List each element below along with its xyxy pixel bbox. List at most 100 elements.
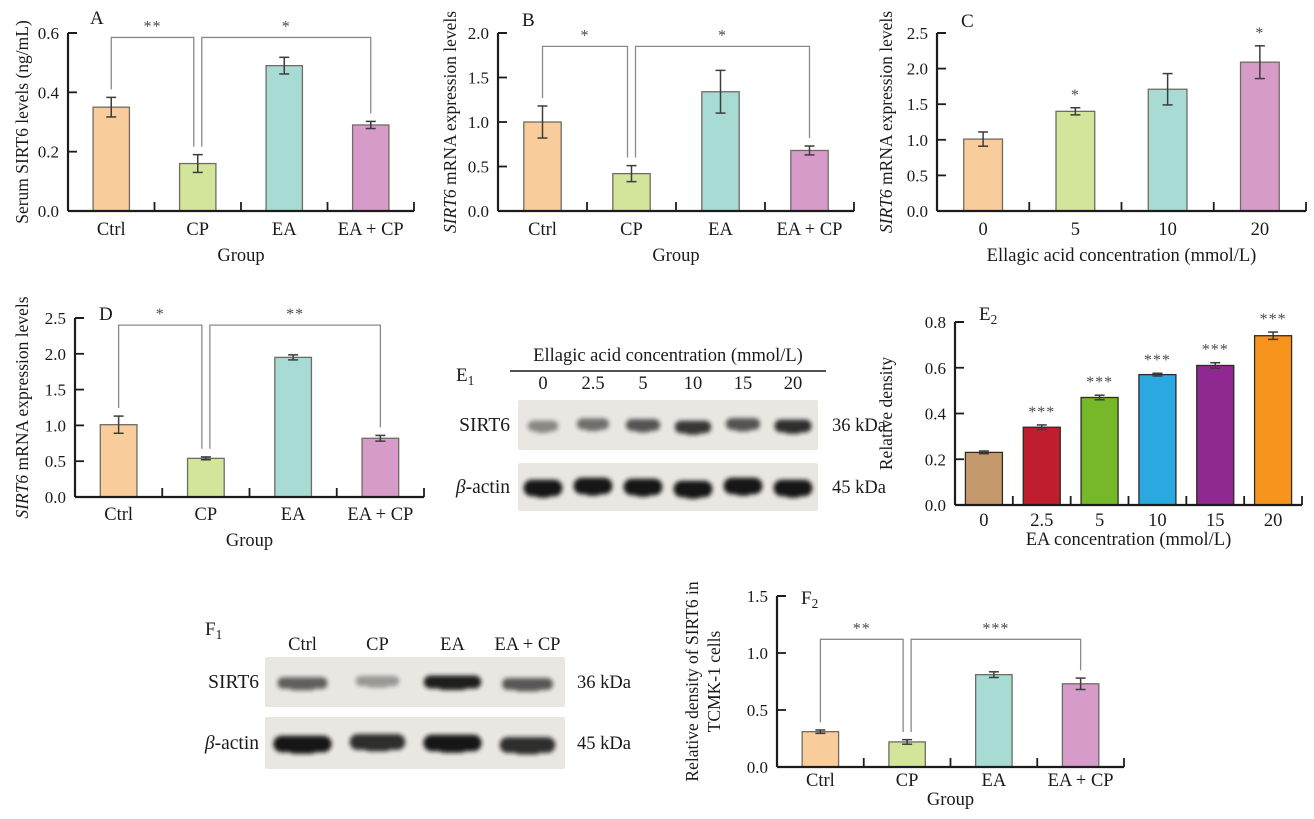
y-tick-label: 2.0 bbox=[468, 24, 489, 43]
lane-label: 5 bbox=[638, 374, 647, 394]
x-axis-label: Ellagic acid concentration (mmol/L) bbox=[987, 246, 1257, 266]
sig-bracket-stars: *** bbox=[982, 620, 1009, 637]
sig-bracket bbox=[201, 36, 372, 147]
x-category-label: CP bbox=[186, 220, 209, 240]
x-category-label: Ctrl bbox=[806, 771, 835, 791]
error-bar bbox=[988, 671, 999, 679]
blot-band bbox=[773, 479, 813, 498]
error-bar bbox=[1152, 372, 1163, 377]
panel-d-mrna-chart: * ** 0.0 0.5 1.0 1.5 2.0 2.5 Ctrl CP EA EA + CP Grou… bbox=[8, 282, 442, 554]
y-tick-label: 0.0 bbox=[38, 202, 59, 221]
kda-label: 36 kDa bbox=[577, 673, 631, 693]
x-axis-label: Group bbox=[652, 246, 699, 266]
blot-band bbox=[725, 418, 761, 432]
blot-band bbox=[774, 419, 812, 434]
panel-label: F1 bbox=[205, 619, 222, 642]
bar-CP bbox=[888, 741, 926, 768]
x-category-label: 2.5 bbox=[1030, 511, 1053, 531]
error-bar bbox=[902, 738, 913, 745]
y-tick-label: 1.0 bbox=[45, 416, 66, 435]
bar-5 bbox=[1055, 110, 1096, 212]
western-blot-svg: Ctrl CP EA EA + CP SIRT6 36 kDa β-actin 45 kDa F… bbox=[204, 619, 631, 769]
y-tick-label: 0.6 bbox=[925, 359, 946, 378]
error-bar bbox=[1075, 677, 1086, 691]
bar-Ctrl bbox=[801, 731, 840, 768]
bar-EA bbox=[975, 674, 1013, 768]
x-axis-label: Group bbox=[226, 531, 273, 551]
error-bar bbox=[1268, 331, 1279, 341]
bar-star: * bbox=[1255, 25, 1264, 42]
y-axis-label: Relative density bbox=[876, 357, 896, 470]
blot-band bbox=[673, 480, 713, 499]
y-tick-label: 0.4 bbox=[38, 83, 60, 102]
error-bar bbox=[365, 120, 376, 130]
panel-label: C bbox=[961, 11, 974, 32]
lane-label: EA bbox=[440, 635, 465, 655]
bar-star: *** bbox=[1202, 342, 1229, 359]
x-category-label: 5 bbox=[1071, 220, 1080, 240]
blot-row-label: β-actin bbox=[455, 477, 510, 498]
lane-label: 20 bbox=[784, 374, 803, 394]
panel-label: F2 bbox=[801, 588, 818, 611]
y-tick-label: 0.0 bbox=[747, 758, 768, 777]
error-bar bbox=[537, 105, 548, 139]
bar-CP bbox=[186, 457, 225, 498]
y-axis-label: SIRT6 mRNA expression levels bbox=[440, 11, 460, 233]
error-bar bbox=[192, 153, 203, 174]
blot-band bbox=[674, 420, 712, 435]
blot-band bbox=[502, 678, 553, 692]
error-bar bbox=[1094, 394, 1105, 401]
bar-star: *** bbox=[1144, 352, 1171, 369]
y-tick-label: 1.5 bbox=[907, 95, 928, 114]
x-category-label: CP bbox=[896, 771, 919, 791]
x-category-label: EA + CP bbox=[777, 220, 843, 240]
kda-label: 45 kDa bbox=[577, 734, 631, 754]
sig-bracket bbox=[541, 45, 629, 158]
x-category-label: EA + CP bbox=[1048, 771, 1114, 791]
blot-band bbox=[499, 737, 556, 755]
kda-label: 36 kDa bbox=[832, 416, 886, 436]
error-bar bbox=[1210, 361, 1221, 369]
panel-label: E1 bbox=[456, 365, 474, 388]
western-blot-svg: Ellagic acid concentration (mmol/L) 0 2.5 5… bbox=[455, 346, 886, 511]
bar-0 bbox=[963, 138, 1004, 212]
blot-band bbox=[349, 734, 406, 752]
sig-bracket-stars: * bbox=[718, 27, 727, 44]
error-bar bbox=[1254, 45, 1265, 80]
sig-bracket-stars: * bbox=[156, 306, 165, 323]
sig-bracket bbox=[110, 36, 195, 147]
panel-b-mrna-chart: * * 0.0 0.5 1.0 1.5 2.0 Ctrl CP EA EA + CP Group SIR… bbox=[436, 2, 870, 272]
y-tick-label: 1.5 bbox=[468, 69, 489, 88]
y-tick-label: 0.0 bbox=[925, 496, 946, 515]
y-axis-label: Serum SIRT6 levels (ng/mL) bbox=[12, 20, 32, 224]
blot-band bbox=[723, 477, 763, 496]
bar-EA + CP bbox=[1061, 683, 1100, 768]
blot-row-label: SIRT6 bbox=[459, 415, 510, 436]
blot-band bbox=[573, 477, 613, 496]
lane-label: 0 bbox=[538, 374, 547, 394]
blot-band bbox=[423, 675, 482, 691]
bar-chart-svg: *** *** *** *** *** 0.0 0.2 0.4 0.6 0.8 0 2.5 5 10 15 2… bbox=[876, 304, 1303, 550]
bar-0 bbox=[964, 451, 1004, 506]
error-bar bbox=[113, 415, 124, 435]
error-bar bbox=[978, 450, 989, 455]
panel-label: B bbox=[522, 10, 535, 31]
bar-5 bbox=[1080, 396, 1119, 506]
blot-band bbox=[423, 734, 482, 753]
panel-a-serum-sirt6-chart: ** * 0.0 0.2 0.4 0.6 Ctrl CP EA EA + CP Group Serum… bbox=[8, 2, 432, 272]
y-axis-label: SIRT6 mRNA expression levels bbox=[876, 11, 896, 233]
bar-Ctrl bbox=[92, 106, 131, 212]
sig-bracket-stars: * bbox=[581, 27, 590, 44]
lane-label: EA + CP bbox=[495, 635, 561, 655]
y-axis-label: TCMK-1 cells bbox=[704, 631, 724, 733]
lane-label: 10 bbox=[684, 374, 703, 394]
y-tick-label: 0.4 bbox=[925, 405, 947, 424]
error-bar bbox=[804, 145, 815, 156]
error-bar bbox=[978, 131, 989, 147]
y-tick-label: 0.8 bbox=[925, 313, 946, 332]
sig-bracket bbox=[819, 638, 904, 732]
bar-Ctrl bbox=[99, 424, 138, 498]
